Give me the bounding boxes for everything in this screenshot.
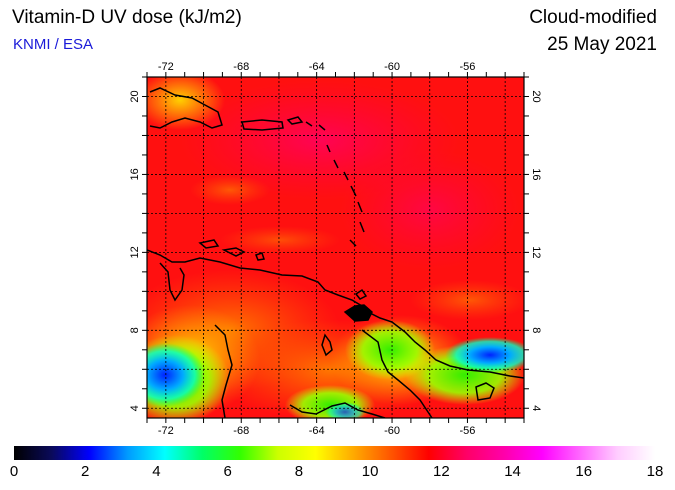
map-title: Vitamin-D UV dose (kJ/m2) bbox=[12, 7, 242, 28]
lon-tick-labels-top: -72 -68 -64 -60 -56 bbox=[158, 61, 476, 73]
mode-label: Cloud-modified bbox=[529, 7, 657, 28]
lat-label-left: 4 bbox=[129, 405, 141, 411]
lon-label-bottom: -60 bbox=[384, 425, 400, 437]
colorbar-tick-label: 16 bbox=[575, 463, 593, 480]
lat-label-right: 12 bbox=[530, 246, 542, 258]
lon-label-bottom: -72 bbox=[158, 425, 174, 437]
lon-label-bottom: -64 bbox=[309, 425, 325, 437]
lon-label-top: -72 bbox=[158, 61, 174, 73]
lat-label-left: 20 bbox=[129, 90, 141, 102]
lon-label-top: -64 bbox=[309, 61, 325, 73]
colorbar-tick-label: 12 bbox=[432, 463, 450, 480]
date-label: 25 May 2021 bbox=[547, 34, 657, 55]
colorbar-tick-label: 18 bbox=[646, 463, 664, 480]
lat-label-left: 16 bbox=[129, 168, 141, 180]
lat-label-right: 16 bbox=[530, 168, 542, 180]
graticule bbox=[147, 77, 524, 418]
lat-label-right: 8 bbox=[530, 327, 542, 333]
lat-tick-labels-right: 4 8 12 16 20 bbox=[530, 90, 542, 411]
lon-label-bottom: -68 bbox=[233, 425, 249, 437]
lat-label-right: 20 bbox=[530, 90, 542, 102]
colorbar-tick-label: 8 bbox=[294, 463, 304, 480]
colorbar-tick-label: 10 bbox=[361, 463, 379, 480]
colorbar-tick-label: 0 bbox=[9, 463, 19, 480]
lat-tick-labels-left: 4 8 12 16 20 bbox=[129, 90, 141, 411]
lon-label-top: -56 bbox=[459, 61, 475, 73]
colorbar-tick-label: 4 bbox=[152, 463, 161, 480]
colorbar-tick-label: 2 bbox=[81, 463, 90, 480]
colorbar-tick-label: 14 bbox=[504, 463, 521, 480]
lat-label-left: 12 bbox=[129, 246, 141, 258]
lon-label-top: -68 bbox=[233, 61, 249, 73]
coastlines bbox=[147, 87, 524, 418]
uv-field bbox=[147, 77, 524, 418]
lon-tick-labels-bottom: -72 -68 -64 -60 -56 bbox=[158, 425, 476, 437]
colorbar-tick-label: 6 bbox=[223, 463, 232, 480]
credit-label: KNMI / ESA bbox=[13, 36, 94, 53]
frame-ticks bbox=[142, 72, 529, 423]
lon-label-top: -60 bbox=[384, 61, 400, 73]
lat-label-right: 4 bbox=[530, 405, 542, 411]
colorbar-gradient bbox=[14, 446, 655, 460]
lat-label-left: 8 bbox=[129, 327, 141, 333]
lon-label-bottom: -56 bbox=[459, 425, 475, 437]
